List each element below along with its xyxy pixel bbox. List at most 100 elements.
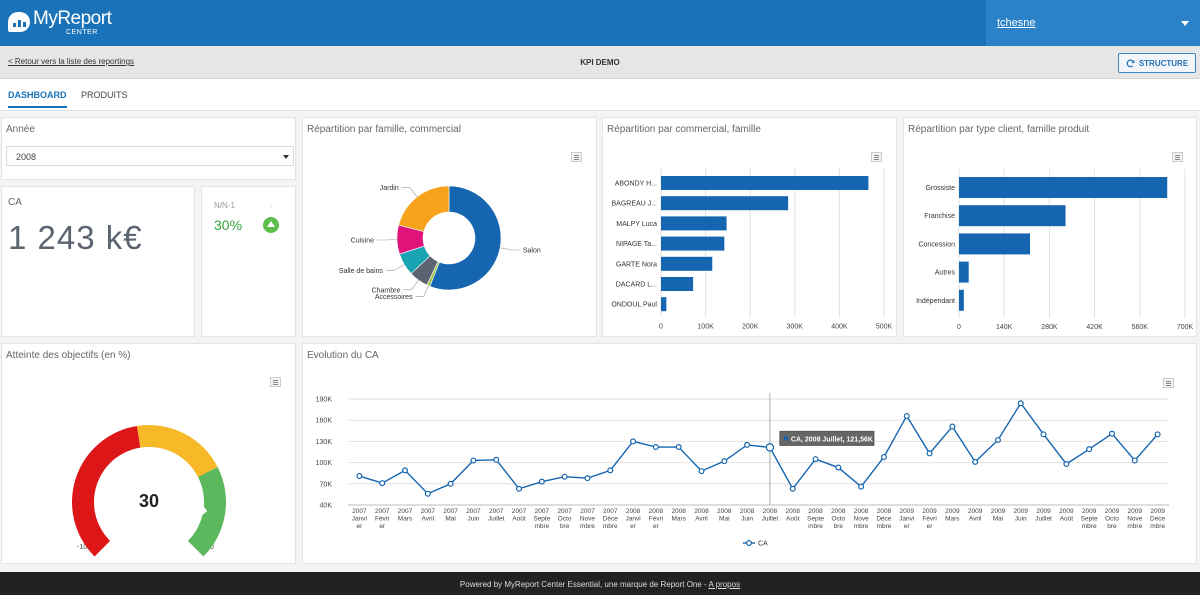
tab-dashboard[interactable]: DASHBOARD	[8, 90, 67, 108]
x-tick-label: 2009 Mars	[945, 508, 960, 523]
legend-label-ca[interactable]: CA	[758, 541, 768, 548]
data-point[interactable]	[744, 441, 751, 448]
y-tick-label: 40K	[320, 503, 333, 510]
data-point[interactable]	[470, 457, 477, 464]
donut-label-4: Cuisine	[351, 238, 374, 245]
data-point[interactable]	[1017, 400, 1024, 407]
bar[interactable]	[661, 216, 727, 231]
refresh-icon	[1126, 59, 1135, 67]
data-point[interactable]	[652, 444, 659, 451]
x-tick-label: 500K	[876, 323, 893, 330]
donut-slice-0[interactable]	[429, 185, 502, 291]
data-point[interactable]	[835, 464, 842, 471]
x-tick-label: 2008 Juillet	[762, 508, 779, 523]
donut-label-2: Chambre	[372, 287, 401, 294]
data-point[interactable]	[698, 468, 705, 475]
bar[interactable]	[661, 277, 694, 291]
data-point[interactable]	[493, 456, 500, 463]
gauge-marker	[199, 503, 208, 517]
x-tick-label: 2008 Nove mbre	[854, 508, 870, 530]
category-label: DACARD L...	[616, 282, 657, 289]
bar[interactable]	[661, 176, 869, 190]
chart-menu-icon[interactable]	[1172, 152, 1183, 162]
data-point[interactable]	[789, 485, 796, 492]
chart-menu-icon[interactable]	[1163, 378, 1174, 388]
x-tick-label: 2008 Févri er	[649, 508, 664, 530]
structure-button[interactable]: STRUCTURE	[1118, 53, 1196, 73]
data-point[interactable]	[630, 438, 637, 445]
data-point[interactable]	[1154, 431, 1161, 438]
chart-menu-icon[interactable]	[270, 377, 281, 387]
year-select-value: 2008	[16, 152, 37, 162]
data-point[interactable]	[926, 450, 933, 457]
tab-produits[interactable]: PRODUITS	[81, 90, 128, 100]
donut-connector-1	[415, 285, 429, 298]
about-link[interactable]: A propos	[708, 580, 741, 589]
donut-label-3: Salle de bains	[339, 268, 383, 275]
legend-marker-ca	[746, 540, 753, 547]
bar[interactable]	[959, 177, 1168, 198]
x-tick-label: 2009 Juillet	[1035, 508, 1052, 523]
data-point[interactable]	[1086, 446, 1093, 453]
x-tick-label: 2009 Août	[1059, 508, 1074, 523]
data-point[interactable]	[424, 490, 431, 497]
back-to-reports-link[interactable]: < Retour vers la liste des reportings	[8, 57, 135, 66]
bar[interactable]	[661, 297, 667, 312]
bar[interactable]	[959, 261, 969, 283]
chevron-down-icon[interactable]	[1181, 21, 1189, 26]
user-menu[interactable]: tchesne	[986, 0, 1200, 46]
bar[interactable]	[661, 236, 725, 251]
data-point[interactable]	[516, 485, 523, 492]
gauge-panel: Atteinte des objectifs (en %) 30 -100 50	[1, 343, 296, 564]
client-type-bar-title: Répartition par type client, famille pro…	[908, 124, 1090, 135]
data-point[interactable]	[880, 453, 887, 460]
data-point[interactable]	[1131, 457, 1138, 464]
data-point[interactable]	[584, 475, 591, 482]
chart-menu-icon[interactable]	[571, 152, 582, 162]
ca-evolution-panel: Evolution du CA 40K 70K 100K 130K 160K 190K 20…	[302, 343, 1197, 564]
data-point[interactable]	[972, 458, 979, 465]
data-point[interactable]	[903, 412, 910, 419]
data-point[interactable]	[607, 467, 614, 474]
data-point[interactable]	[538, 478, 545, 485]
data-point[interactable]	[994, 436, 1001, 443]
gauge-band-0	[71, 425, 141, 557]
gauge-min-label: -100	[77, 544, 91, 551]
data-point[interactable]	[675, 444, 682, 451]
x-tick-label: 0	[957, 324, 961, 331]
data-point[interactable]	[379, 480, 386, 487]
gauge-title: Atteinte des objectifs (en %)	[6, 350, 131, 361]
variation-label: N/N-1	[214, 201, 235, 210]
data-point[interactable]	[356, 473, 363, 480]
category-label: Autres	[935, 270, 956, 277]
data-point[interactable]	[1063, 461, 1070, 468]
myreport-logo[interactable]: MyReport CENTER	[8, 9, 112, 36]
x-tick-label: 400K	[831, 323, 848, 330]
data-point[interactable]	[402, 467, 409, 474]
bar[interactable]	[959, 205, 1066, 227]
client-type-bar-chart: 0 140K 280K 420K 560K 700K Grossiste Franchise C…	[916, 169, 1193, 331]
user-name-link[interactable]: tchesne	[997, 17, 1036, 29]
y-tick-label: 190K	[316, 397, 333, 404]
family-donut-panel: Répartition par famille, commercial Salo…	[302, 117, 597, 337]
x-tick-label: 2007 Mai	[443, 508, 458, 523]
x-tick-label: 420K	[1086, 324, 1103, 331]
year-select[interactable]: 2008	[6, 146, 294, 166]
x-tick-label: 2007 Nove mbre	[580, 508, 596, 530]
bar[interactable]	[959, 233, 1031, 255]
donut-slice-5[interactable]	[398, 185, 450, 232]
data-point[interactable]	[812, 456, 819, 463]
bar[interactable]	[661, 196, 789, 211]
data-point[interactable]	[561, 473, 568, 480]
bar[interactable]	[661, 256, 713, 271]
x-tick-label: 2008 Avril	[694, 508, 709, 523]
data-point[interactable]	[1108, 430, 1115, 437]
bar[interactable]	[959, 289, 964, 311]
data-point[interactable]	[858, 483, 865, 490]
data-point[interactable]	[949, 423, 956, 430]
data-point[interactable]	[765, 443, 775, 452]
chart-menu-icon[interactable]	[871, 152, 882, 162]
data-point[interactable]	[721, 458, 728, 465]
data-point[interactable]	[1040, 431, 1047, 438]
data-point[interactable]	[447, 480, 454, 487]
